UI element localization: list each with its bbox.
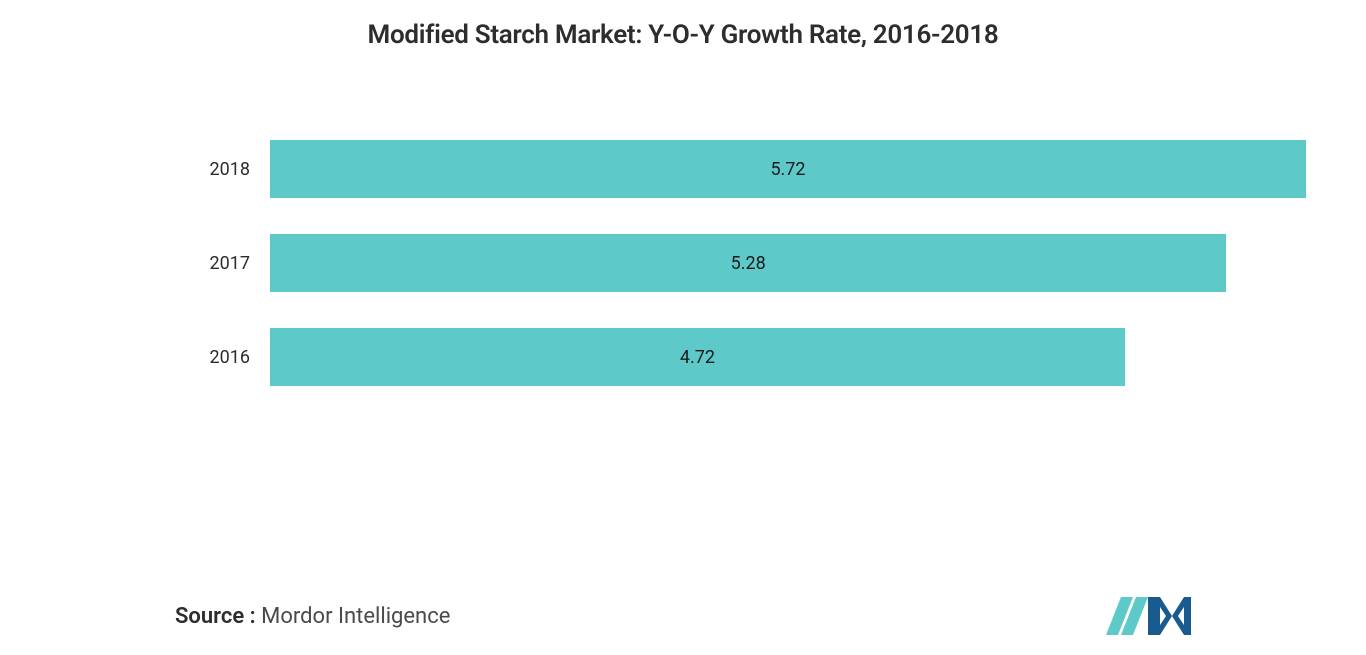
bar-fill: 5.28	[270, 234, 1226, 292]
source-value: Mordor Intelligence	[261, 604, 450, 629]
bar-fill: 4.72	[270, 328, 1125, 386]
chart-container: Modified Starch Market: Y-O-Y Growth Rat…	[0, 0, 1366, 655]
mordor-logo	[1106, 597, 1191, 635]
bar-value-label: 4.72	[680, 347, 715, 368]
bar-track: 5.72	[270, 140, 1306, 198]
bar-row-2016: 2016 4.72	[200, 328, 1306, 386]
bar-track: 4.72	[270, 328, 1306, 386]
source-text: Source : Mordor Intelligence	[175, 604, 450, 629]
footer-row: Source : Mordor Intelligence	[0, 597, 1366, 635]
bar-label: 2017	[200, 253, 270, 274]
bar-fill: 5.72	[270, 140, 1306, 198]
bar-row-2017: 2017 5.28	[200, 234, 1306, 292]
bar-track: 5.28	[270, 234, 1306, 292]
bar-value-label: 5.28	[731, 253, 766, 274]
bar-label: 2018	[200, 159, 270, 180]
bars-area: 2018 5.72 2017 5.28 2016 4.72	[0, 140, 1366, 386]
bar-value-label: 5.72	[770, 159, 805, 180]
bar-row-2018: 2018 5.72	[200, 140, 1306, 198]
mi-logo-icon	[1106, 597, 1191, 635]
chart-title: Modified Starch Market: Y-O-Y Growth Rat…	[0, 20, 1366, 50]
bar-label: 2016	[200, 347, 270, 368]
source-label: Source :	[175, 604, 256, 629]
